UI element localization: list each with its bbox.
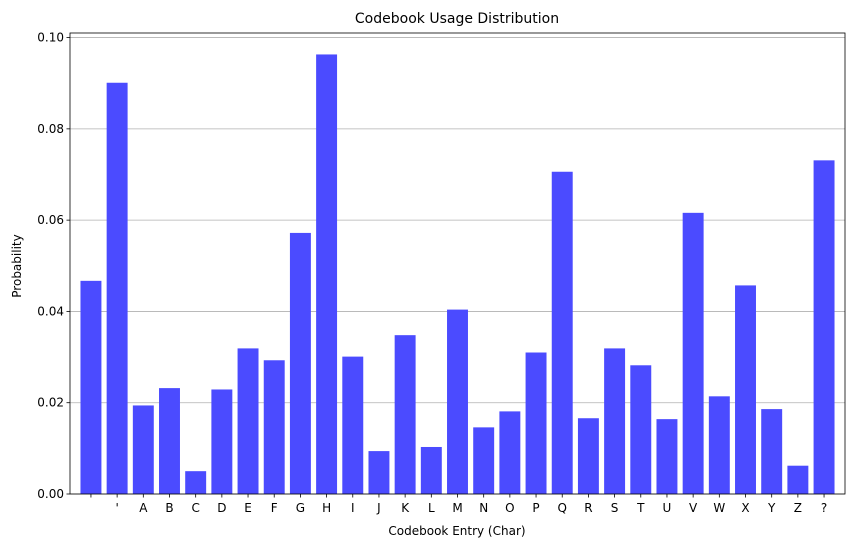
y-tick-label: 0.00 [37, 487, 64, 501]
x-tick-label: V [689, 501, 698, 515]
y-tick-label: 0.10 [37, 31, 64, 45]
bar [735, 285, 756, 494]
x-tick-label: R [584, 501, 592, 515]
x-tick-label: X [741, 501, 749, 515]
x-tick-label: O [505, 501, 514, 515]
bar-layer [80, 54, 835, 495]
bar [263, 360, 285, 494]
x-tick-label: E [244, 501, 252, 515]
bar [342, 356, 364, 494]
x-axis-title: Codebook Entry (Char) [388, 524, 525, 538]
y-tick-label: 0.02 [37, 396, 64, 410]
bar [787, 465, 809, 494]
bar [525, 352, 547, 494]
bar [211, 389, 233, 494]
x-tick-label: H [322, 501, 331, 515]
bar [185, 471, 207, 494]
x-tick-label: J [376, 501, 381, 515]
x-tick-label: U [663, 501, 672, 515]
x-tick-label: ' [115, 501, 118, 515]
bar [447, 309, 468, 494]
bar [761, 409, 783, 494]
x-tick-label: B [165, 501, 173, 515]
x-tick-label: N [479, 501, 488, 515]
bar [708, 396, 730, 494]
x-tick-label: S [611, 501, 619, 515]
bar [630, 365, 652, 494]
y-tick-label: 0.04 [37, 304, 64, 318]
bar [394, 335, 416, 494]
bar [368, 451, 390, 494]
bar [106, 82, 128, 494]
y-tick-label: 0.06 [37, 213, 64, 227]
x-tick-label: W [713, 501, 725, 515]
bar [551, 171, 573, 494]
x-tick-label: K [401, 501, 410, 515]
bar [237, 348, 259, 494]
bar [289, 232, 311, 494]
x-tick-label: P [532, 501, 539, 515]
x-tick-label: M [452, 501, 462, 515]
bar [499, 411, 521, 494]
bar [159, 388, 180, 494]
bar [682, 212, 704, 495]
x-tick-label: A [139, 501, 148, 515]
bar [80, 280, 102, 494]
x-tick-label: I [351, 501, 355, 515]
y-axis-title: Probability [10, 234, 24, 297]
x-tick-label: Y [767, 501, 776, 515]
bar [132, 405, 154, 494]
x-tick-label: G [296, 501, 305, 515]
x-tick-label: C [191, 501, 199, 515]
bar [813, 160, 835, 494]
bar [420, 446, 442, 494]
x-tick-label: F [271, 501, 278, 515]
bar [656, 419, 678, 494]
chart-title: Codebook Usage Distribution [355, 11, 559, 27]
x-tick-label: T [636, 501, 645, 515]
plot-frame [69, 32, 846, 495]
y-tick-label: 0.08 [37, 122, 64, 136]
bar [473, 427, 495, 494]
x-tick-label: Z [794, 501, 802, 515]
axis-layer: 0.00 0.02 0.04 0.06 0.08 0.10 ' A B C D E F G H I J K L M N… [37, 31, 846, 515]
bar [316, 54, 338, 494]
x-tick-label: ? [821, 501, 827, 515]
bar [604, 348, 626, 494]
bar [577, 418, 599, 494]
x-tick-label: Q [558, 501, 567, 515]
x-tick-label: L [428, 501, 435, 515]
x-tick-label: D [217, 501, 226, 515]
